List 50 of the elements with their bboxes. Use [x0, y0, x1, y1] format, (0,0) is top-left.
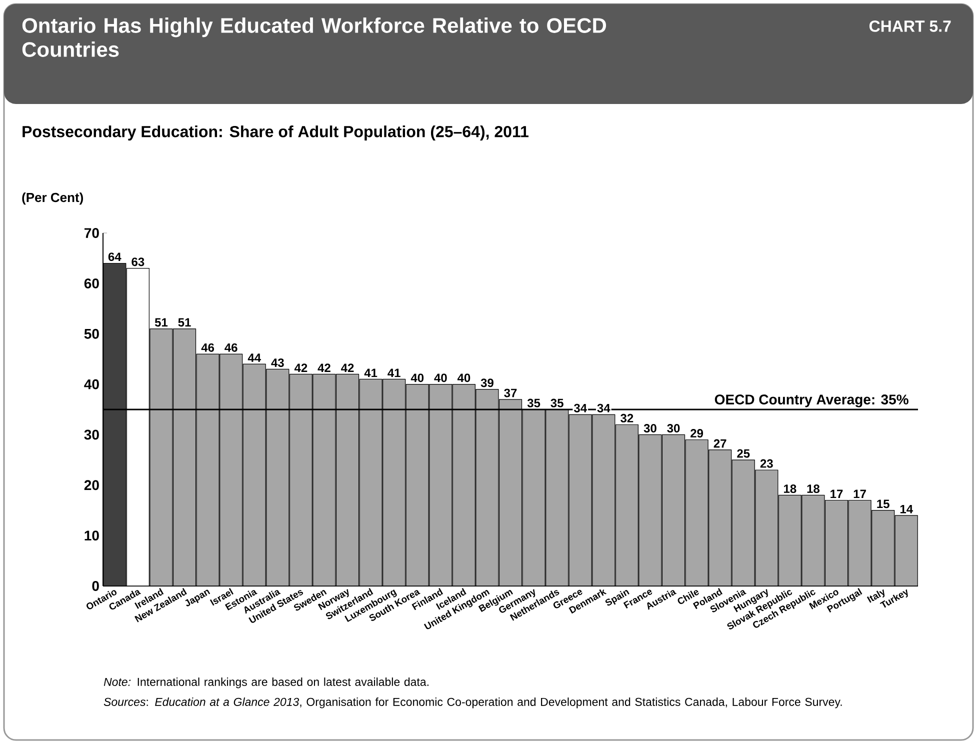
data-label: 27: [714, 439, 726, 448]
data-label: 35: [550, 398, 564, 408]
data-label: 29: [690, 429, 704, 438]
data-label: 41: [388, 368, 400, 378]
data-label: 17: [830, 490, 843, 498]
data-label: 23: [760, 459, 773, 468]
data-label: 15: [877, 500, 890, 508]
y-axis-title: (Per Cent): [22, 192, 83, 205]
data-label: 14: [900, 504, 913, 514]
ref-line-label: OECD Country Average: 35%: [714, 394, 908, 408]
data-label: 34: [597, 404, 610, 412]
data-label: 32: [620, 414, 634, 422]
data-label: 18: [807, 484, 820, 494]
data-label: 17: [854, 490, 866, 498]
y-tick-label: 50: [84, 328, 99, 339]
data-label: 63: [132, 258, 144, 266]
data-label: 44: [248, 354, 261, 362]
data-label: 37: [504, 388, 517, 398]
y-tick-label: 40: [84, 379, 99, 390]
data-label: 30: [667, 424, 680, 433]
data-label: 64: [108, 252, 122, 262]
chart-subtitle: Postsecondary Education: Share of Adult Population (25–64), 2011: [22, 126, 528, 140]
data-label: 40: [410, 374, 424, 382]
data-label: 40: [457, 374, 470, 382]
chart-title: Ontario Has Highly Educated Workforce Relative to OECD Countries: [22, 18, 606, 57]
data-label: 46: [201, 343, 214, 352]
data-label: 42: [341, 364, 354, 372]
data-label: 41: [364, 368, 378, 378]
text: Note: International rankings are based on latest available data.: [104, 678, 428, 688]
data-label: 46: [224, 343, 238, 352]
data-label: 51: [154, 318, 168, 327]
data-label: 42: [318, 364, 330, 372]
data-label: 39: [480, 378, 494, 388]
y-tick-label: 0: [92, 581, 99, 591]
data-label: 34: [574, 404, 587, 412]
data-label: 25: [737, 449, 750, 458]
data-label: 40: [434, 374, 447, 382]
y-tick-label: 10: [84, 530, 99, 541]
data-label: 43: [271, 358, 284, 367]
y-tick-label: 60: [84, 278, 99, 288]
data-label: 51: [178, 318, 191, 327]
data-label: 30: [644, 424, 656, 433]
data-label: 18: [784, 484, 796, 494]
text: Sources: Education at a Glance 2013, Organisation for Economic Co-operation and Development and Statistics Canada, Labour Force Survey.: [104, 698, 842, 708]
caption: CHART 5.7: [869, 20, 951, 32]
y-tick-label: 70: [84, 228, 99, 238]
data-label: 35: [527, 398, 540, 408]
y-tick-label: 30: [84, 430, 99, 440]
data-label: 42: [294, 364, 308, 372]
y-tick-label: 20: [84, 480, 99, 490]
